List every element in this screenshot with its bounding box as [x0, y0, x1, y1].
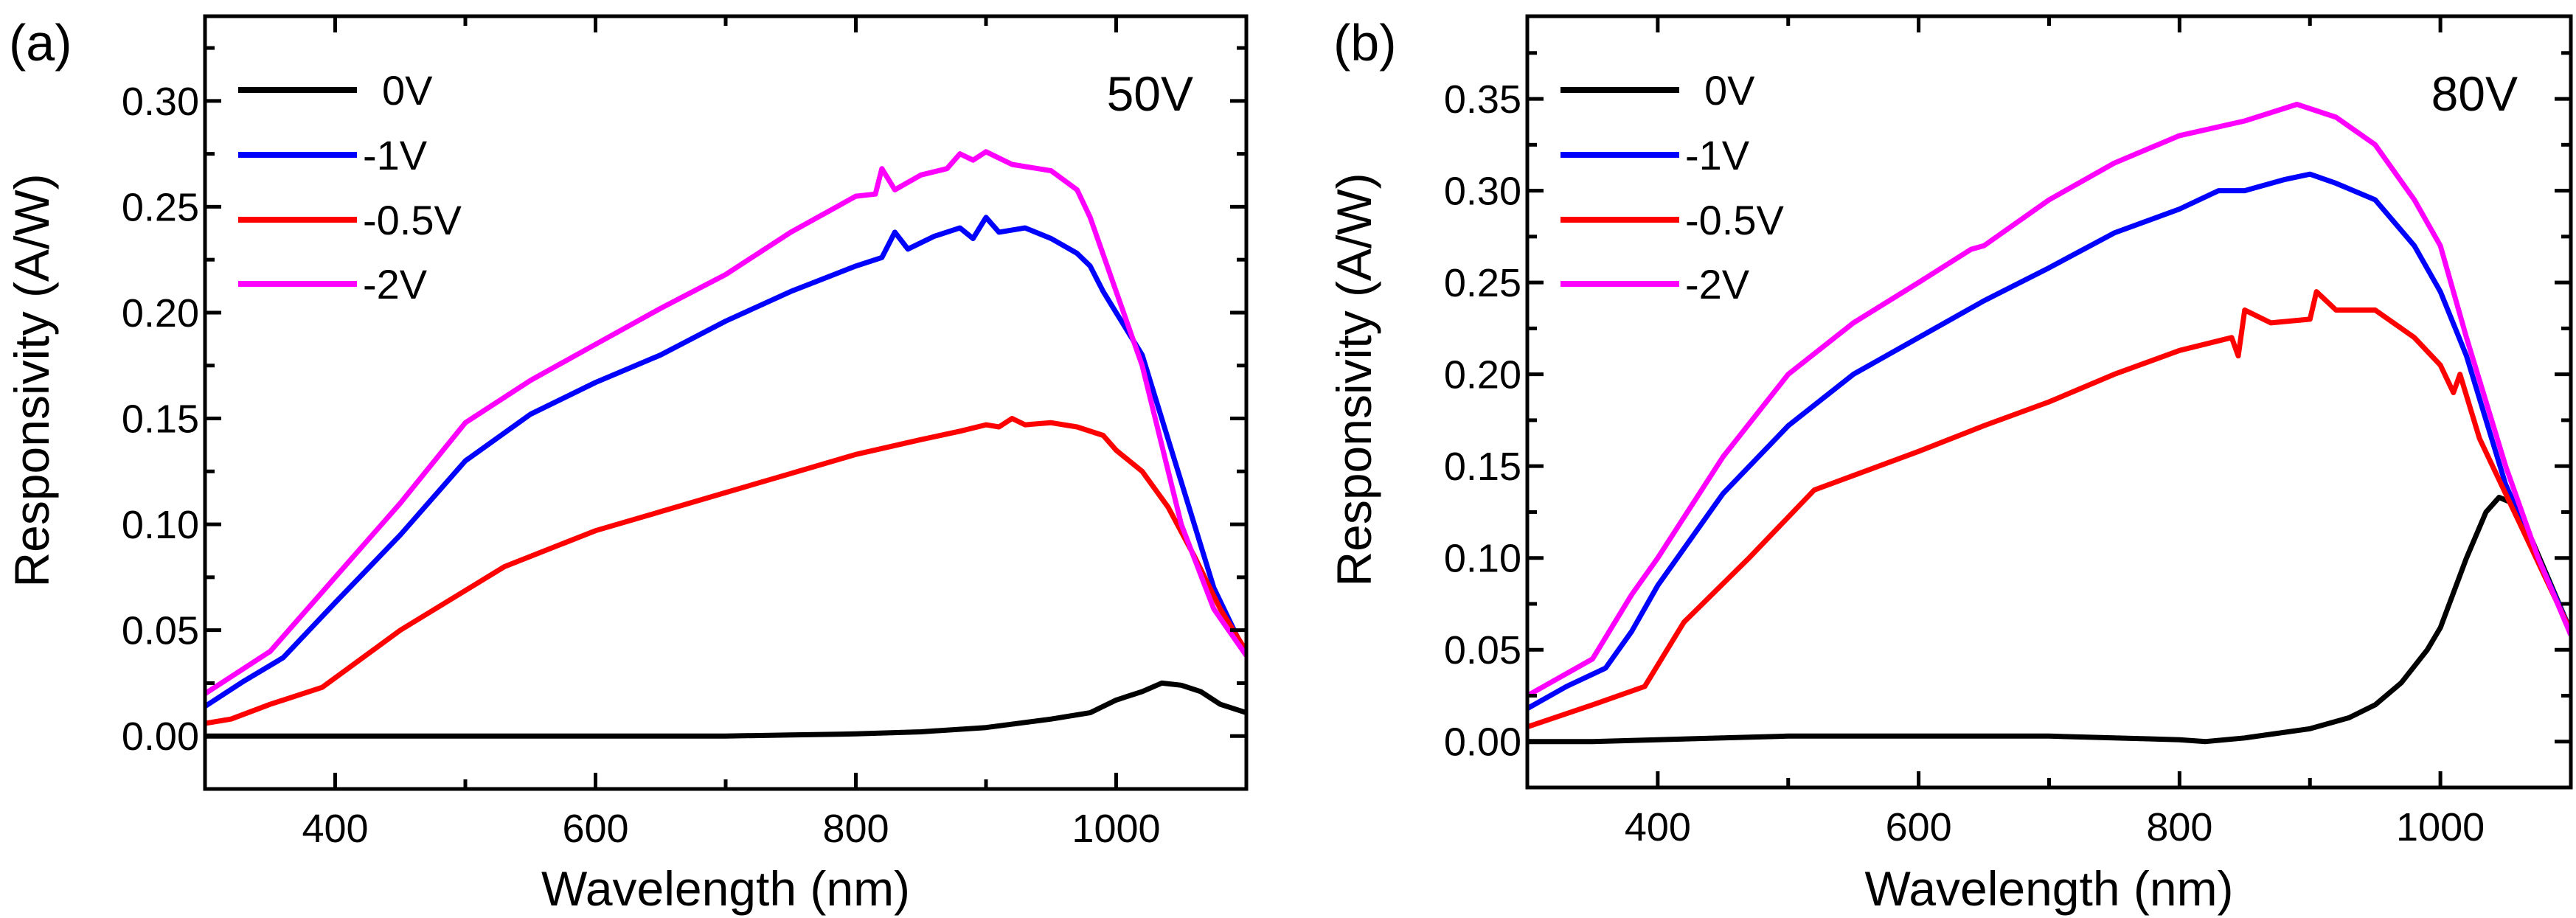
legend-label--1V: -1V: [363, 132, 428, 178]
series-line--0.5V: [1527, 289, 2571, 730]
y-axis-title: Responsivity (A/W): [1327, 173, 1381, 586]
legend-label--0.5V: -0.5V: [1685, 197, 1784, 243]
series-line--1V: [205, 215, 1246, 709]
bias-annotation: 50V: [1107, 66, 1193, 121]
x-tick-label: 600: [562, 807, 628, 851]
panel-label: (b): [1333, 14, 1397, 72]
legend-label--2V: -2V: [363, 261, 428, 307]
series-line--0.5V: [205, 416, 1246, 726]
bias-annotation: 80V: [2431, 66, 2518, 121]
legend: 0V -1V -0.5V -2V: [238, 67, 462, 307]
y-tick-label: 0.00: [1444, 720, 1521, 765]
y-tick-label: 0.15: [1444, 445, 1521, 489]
y-tick-label: 0.10: [1444, 537, 1521, 581]
x-axis-title: Wavelength (nm): [1864, 861, 2233, 916]
x-tick-label: 1000: [2396, 805, 2485, 849]
series-line-0V: [1527, 495, 2571, 745]
y-tick-label: 0.20: [122, 291, 199, 335]
y-tick-label: 0.15: [122, 397, 199, 442]
series-line-0V: [205, 680, 1246, 739]
x-axis-title: Wavelength (nm): [541, 861, 910, 916]
plot-frame: [203, 14, 1249, 791]
legend: 0V -1V -0.5V -2V: [1560, 67, 1784, 307]
y-tick-label: 0.30: [1444, 170, 1521, 214]
x-tick-label: 800: [2146, 805, 2212, 849]
legend-label-0V: 0V: [1704, 67, 1755, 114]
y-tick-label: 0.20: [1444, 353, 1521, 397]
chart-panel-a: 400 600 800 1000 0.00 0.05 0.10 0.15 0.20 0.25 0.3…: [4, 14, 1249, 916]
y-tick-label: 0.30: [122, 80, 199, 124]
x-tick-label: 1000: [1072, 807, 1160, 851]
chart-panel-b: 400 600 800 1000 0.00 0.05 0.10 0.15 0.20 0.25 0.3…: [1327, 14, 2573, 916]
x-tick-label: 600: [1886, 805, 1952, 849]
legend-label--2V: -2V: [1685, 261, 1750, 307]
legend-label--0.5V: -0.5V: [363, 197, 462, 243]
x-tick-label: 400: [1625, 805, 1691, 849]
y-axis-title: Responsivity (A/W): [4, 173, 59, 587]
y-tick-label: 0.10: [122, 503, 199, 547]
y-tick-label: 0.35: [1444, 77, 1521, 122]
series-line--1V: [1527, 171, 2571, 711]
series-line--2V: [1527, 102, 2571, 698]
legend-label--1V: -1V: [1685, 132, 1750, 178]
y-tick-label: 0.05: [122, 609, 199, 653]
legend-label-0V: 0V: [382, 67, 433, 114]
y-tick-label: 0.25: [1444, 261, 1521, 305]
y-tick-label: 0.25: [122, 185, 199, 229]
series-line--2V: [205, 149, 1246, 696]
x-tick-label: 400: [302, 807, 368, 851]
x-tick-label: 800: [822, 807, 889, 851]
panel-label: (a): [9, 14, 72, 72]
y-tick-label: 0.00: [122, 714, 199, 759]
y-tick-label: 0.05: [1444, 628, 1521, 672]
